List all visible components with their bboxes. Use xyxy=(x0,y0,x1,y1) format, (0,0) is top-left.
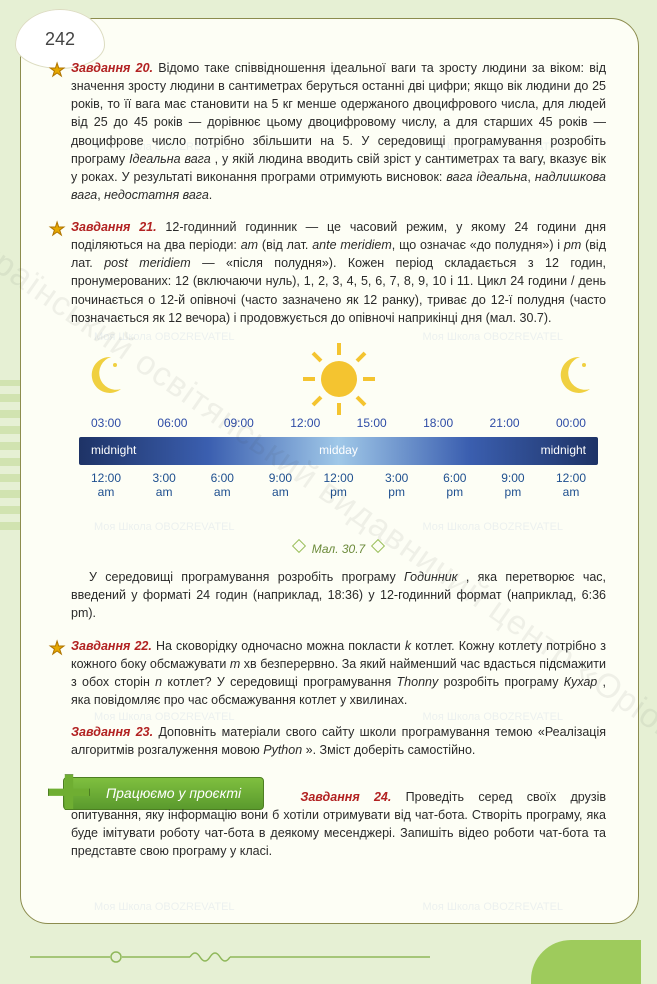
task-21: Завдання 21. 12-годинний годинник — це ч… xyxy=(71,218,606,327)
task-21-title: Завдання 21. xyxy=(71,220,157,234)
t24-4: 15:00 xyxy=(347,415,397,432)
day-band: midnight midday midnight xyxy=(79,437,598,465)
task-20: Завдання 20. Відомо таке співвідношення … xyxy=(71,59,606,204)
time-12h-row: 12:00am 3:00am 6:00am 9:00am 12:00pm 3:0… xyxy=(71,471,606,500)
task-23-title: Завдання 23. xyxy=(71,725,153,739)
t24-2: 09:00 xyxy=(214,415,264,432)
task-21-pm: pm xyxy=(564,238,581,252)
t24-5: 18:00 xyxy=(413,415,463,432)
task-21-am-tr: , що означає «до полудня») і xyxy=(392,238,564,252)
t24-3: 12:00 xyxy=(280,415,330,432)
moon-left-icon xyxy=(79,351,129,401)
task-20-text-pre: Відомо таке співвідношення ідеальної ваг… xyxy=(71,61,606,166)
t12-0: 12:00am xyxy=(81,471,131,500)
project-section: Працюємо у проєкті Завдання 24. Проведіт… xyxy=(71,773,606,860)
band-right: midnight xyxy=(541,442,586,459)
task-23-post: ». Зміст доберіть самостійно. xyxy=(306,743,476,757)
figure-caption: Мал. 30.7 xyxy=(71,541,606,558)
t24-7: 00:00 xyxy=(546,415,596,432)
task-24-title: Завдання 24. xyxy=(300,790,391,804)
circuit-line-icon xyxy=(30,942,430,972)
task-20-r3: недостатня вага xyxy=(104,188,209,202)
t24-6: 21:00 xyxy=(480,415,530,432)
clock-diagram: 03:00 06:00 09:00 12:00 15:00 18:00 21:0… xyxy=(71,345,606,535)
task-21-am: am xyxy=(241,238,258,252)
band-left: midnight xyxy=(91,442,136,459)
task-22-pre: На сковорідку одночасно можна покласти xyxy=(156,639,405,653)
bottom-corner-tab xyxy=(531,940,641,984)
task-23: Завдання 23. Доповніть матеріали свого с… xyxy=(71,723,606,759)
t24-1: 06:00 xyxy=(147,415,197,432)
task-22-prog: Кухар xyxy=(564,675,598,689)
t12-4: 12:00pm xyxy=(314,471,364,500)
page-number: 242 xyxy=(45,26,75,52)
task-22-env: Thonny xyxy=(397,675,439,689)
task-22-m: m xyxy=(230,657,240,671)
task-21-am-lat: ante meridiem xyxy=(312,238,392,252)
t12-1: 3:00am xyxy=(139,471,189,500)
band-mid: midday xyxy=(319,442,358,459)
t12-5: 3:00pm xyxy=(372,471,422,500)
t24-0: 03:00 xyxy=(81,415,131,432)
t12-7: 9:00pm xyxy=(488,471,538,500)
task-21-pm-lat: post meridiem xyxy=(104,256,190,270)
task-22-k: k xyxy=(405,639,411,653)
task-24: Завдання 24. Проведіть серед своїх друзі… xyxy=(71,788,606,861)
task-21b-prog: Годинник xyxy=(404,570,458,584)
task-22-m3: котлет? У середовищі програмування xyxy=(167,675,396,689)
task-22-n: n xyxy=(155,675,162,689)
task-20-title: Завдання 20. xyxy=(71,61,153,75)
time-24h-row: 03:00 06:00 09:00 12:00 15:00 18:00 21:0… xyxy=(71,415,606,432)
sun-icon xyxy=(299,339,379,419)
task-22: Завдання 22. На сковорідку одночасно мож… xyxy=(71,637,606,710)
task-20-r1: вага ідеальна xyxy=(446,170,527,184)
bottom-decoration xyxy=(0,929,657,984)
task-22-m4: розробіть програму xyxy=(444,675,564,689)
t12-6: 6:00pm xyxy=(430,471,480,500)
task-20-prog: Ідеальна вага xyxy=(129,152,211,166)
task-21b: У середовищі програмування розробіть про… xyxy=(71,568,606,622)
moon-right-icon xyxy=(548,351,598,401)
t12-8: 12:00am xyxy=(546,471,596,500)
page-content-card: 242 Завдання 20. Відомо таке співвідноше… xyxy=(20,18,639,924)
task-22-title: Завдання 22. xyxy=(71,639,152,653)
t12-3: 9:00am xyxy=(255,471,305,500)
task-21b-pre: У середовищі програмування розробіть про… xyxy=(89,570,404,584)
t12-2: 6:00am xyxy=(197,471,247,500)
task-23-py: Python xyxy=(263,743,302,757)
